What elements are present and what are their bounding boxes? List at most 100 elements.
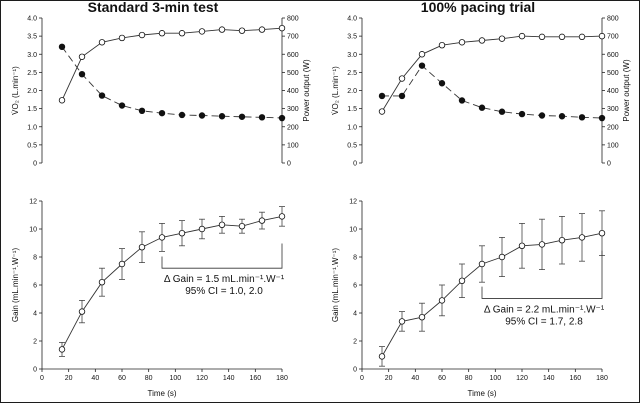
chart-title: Standard 3-min test xyxy=(88,0,219,15)
x-tick-label: 140 xyxy=(223,375,235,382)
y-tick-label: 4 xyxy=(33,311,37,318)
data-point xyxy=(78,53,86,60)
y-axis-title: Gain (mL.min⁻¹.W⁻¹) xyxy=(11,248,20,323)
data-point xyxy=(58,43,66,51)
x-tick-label: 100 xyxy=(169,375,181,382)
y-right-tick-label: 200 xyxy=(607,124,619,131)
data-point xyxy=(98,39,106,46)
x-tick-label: 20 xyxy=(65,375,73,382)
data-point xyxy=(458,277,466,284)
y-tick-label: 3.0 xyxy=(27,52,37,59)
y-right-axis-title: Power output (W) xyxy=(302,59,311,122)
data-point xyxy=(178,30,186,37)
x-tick-label: 120 xyxy=(516,375,528,382)
panel-left-bottom xyxy=(39,200,286,372)
x-tick-label: 100 xyxy=(489,375,501,382)
data-point xyxy=(278,213,286,220)
data-point xyxy=(518,242,526,249)
x-tick-label: 80 xyxy=(145,375,153,382)
y-tick-label: 6 xyxy=(33,283,37,290)
x-tick-label: 40 xyxy=(411,375,419,382)
y-right-tick-label: 700 xyxy=(607,34,619,41)
data-point xyxy=(218,26,226,33)
y-right-tick-label: 500 xyxy=(607,70,619,77)
x-tick-label: 60 xyxy=(438,375,446,382)
data-point xyxy=(578,33,586,41)
y-right-tick-label: 400 xyxy=(607,88,619,95)
x-tick-label: 40 xyxy=(91,375,99,382)
data-point xyxy=(438,80,446,87)
data-point xyxy=(558,236,566,244)
y-tick-label: 0 xyxy=(353,161,357,168)
y-tick-label: 10 xyxy=(349,227,357,234)
data-point xyxy=(198,112,206,119)
data-point xyxy=(538,33,546,41)
y-tick-label: 10 xyxy=(29,227,37,234)
y-right-tick-label: 0 xyxy=(607,161,611,168)
y-right-tick-label: 700 xyxy=(287,34,299,41)
annotation-delta-gain: Δ Gain = 1.5 mL.min⁻¹.W⁻¹ xyxy=(164,274,285,285)
x-tick-label: 160 xyxy=(569,375,581,382)
series-line-power-output xyxy=(382,65,603,119)
y-tick-label: 4.0 xyxy=(347,16,357,23)
data-point xyxy=(258,217,266,224)
panel-right-bottom xyxy=(359,200,606,372)
series-line-power-output xyxy=(61,46,283,119)
data-point xyxy=(578,234,586,241)
data-point xyxy=(178,111,186,119)
x-tick-label: 0 xyxy=(40,375,44,382)
y-tick-label: 1.0 xyxy=(347,124,357,131)
data-point xyxy=(398,92,406,100)
x-tick-label: 140 xyxy=(543,375,555,382)
panel-right-top xyxy=(359,17,606,164)
y-tick-label: 3.0 xyxy=(347,52,357,59)
series-line-gain xyxy=(381,232,603,357)
panel-left-top xyxy=(39,17,286,164)
y-tick-label: 1.5 xyxy=(347,106,357,113)
y-tick-label: 2.0 xyxy=(347,88,357,95)
data-point xyxy=(198,28,206,35)
data-point xyxy=(258,26,266,33)
data-point xyxy=(478,260,486,268)
annotation-delta-gain: Δ Gain = 2.2 mL.min⁻¹.W⁻¹ xyxy=(484,304,605,315)
data-point xyxy=(438,297,446,304)
y-tick-label: 1.5 xyxy=(27,106,37,113)
x-tick-label: 180 xyxy=(276,375,288,382)
x-tick-label: 60 xyxy=(118,375,126,382)
data-point xyxy=(498,108,506,115)
data-point xyxy=(58,97,66,104)
y-tick-label: 3.5 xyxy=(347,34,357,41)
annotation-ci: 95% CI = 1.7, 2.8 xyxy=(505,316,583,327)
y-right-tick-label: 800 xyxy=(607,16,619,23)
data-point xyxy=(138,243,146,251)
data-point xyxy=(218,221,226,228)
x-tick-label: 180 xyxy=(596,375,608,382)
y-tick-label: 8 xyxy=(353,255,357,262)
data-point xyxy=(478,37,486,44)
data-point xyxy=(578,114,586,121)
data-point xyxy=(138,31,146,39)
y-right-tick-label: 600 xyxy=(287,52,299,59)
y-right-tick-label: 200 xyxy=(287,124,299,131)
delta-bracket xyxy=(161,243,283,269)
y-tick-label: 0 xyxy=(33,161,37,168)
data-point xyxy=(58,346,66,353)
x-axis-title: Time (s) xyxy=(467,389,496,398)
chart-title: 100% pacing trial xyxy=(421,0,535,15)
y-right-tick-label: 500 xyxy=(287,70,299,77)
data-point xyxy=(78,308,86,315)
y-tick-label: 4 xyxy=(353,311,357,318)
data-point xyxy=(458,39,466,46)
data-point xyxy=(158,109,166,117)
y-tick-label: 2.5 xyxy=(347,70,357,77)
data-point xyxy=(238,27,246,34)
y-tick-label: 2.5 xyxy=(27,70,37,77)
x-tick-label: 120 xyxy=(196,375,208,382)
y-tick-label: 3.5 xyxy=(27,34,37,41)
data-point xyxy=(158,30,166,37)
y-axis-title: V̇O₂ (L.min⁻¹) xyxy=(331,66,340,115)
series-line-vo2 xyxy=(61,27,283,101)
data-point xyxy=(398,75,406,82)
y-right-tick-label: 100 xyxy=(287,142,299,149)
y-tick-label: 0.5 xyxy=(347,142,357,149)
